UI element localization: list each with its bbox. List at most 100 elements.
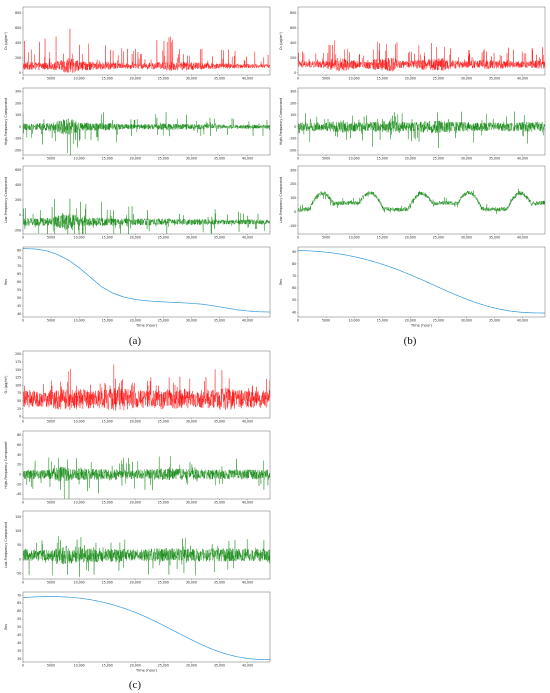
x-tick-label: 40,000 xyxy=(242,157,253,161)
x-tick-label: 15,000 xyxy=(377,157,388,161)
x-tick-label: 35,000 xyxy=(214,664,225,668)
panel-a-high: -200 -100 0 100 200 300 0 5000 10,000 15,000 20,00… xyxy=(4,87,271,161)
y-tick-label: 0 xyxy=(294,210,296,214)
y-tick-label: 80 xyxy=(292,262,296,266)
x-tick-label: 5000 xyxy=(47,77,55,81)
y-tick-label: 400 xyxy=(15,41,21,45)
y-tick-label: 200 xyxy=(290,101,296,105)
panel-b-raw: 0 200 400 600 800 0 5000 10,000 15,000 20,000 25,0… xyxy=(279,6,546,81)
y-tick-label: -100 xyxy=(289,224,296,228)
y-tick-label: 45 xyxy=(17,633,21,637)
y-tick-label: 200 xyxy=(15,101,21,105)
x-tick-label: 40,000 xyxy=(242,77,253,81)
x-tick-label: 35,000 xyxy=(214,501,225,505)
y-tick-label: 45 xyxy=(17,304,21,308)
x-tick-label: 0 xyxy=(22,420,24,424)
y-tick-label: 30 xyxy=(17,657,21,661)
y-tick-label: 200 xyxy=(15,56,21,60)
x-tick-label: 25,000 xyxy=(158,664,169,668)
x-tick-label: 35,000 xyxy=(214,581,225,585)
y-tick-label: 200 xyxy=(290,182,296,186)
y-tick-label: 55 xyxy=(17,288,21,292)
x-tick-label: 35,000 xyxy=(214,77,225,81)
y-axis-label: High-Frequency Component xyxy=(4,441,8,489)
y-tick-label: 600 xyxy=(15,168,21,172)
y-tick-label: 0 xyxy=(19,557,21,561)
y-axis-label: O₃ (μg/m³) xyxy=(4,31,8,50)
x-tick-label: 10,000 xyxy=(74,157,85,161)
y-tick-label: 90 xyxy=(292,250,296,254)
x-tick-label: 15,000 xyxy=(377,77,388,81)
y-tick-label: 100 xyxy=(15,529,21,533)
x-tick-label: 10,000 xyxy=(74,420,85,424)
y-tick-label: 75 xyxy=(17,256,21,260)
x-tick-label: 30,000 xyxy=(186,157,197,161)
x-tick-label: 40,000 xyxy=(242,664,253,668)
y-tick-label: -50 xyxy=(16,571,21,575)
y-tick-label: 200 xyxy=(290,56,296,60)
panel-frame xyxy=(22,350,271,419)
x-tick-label: 5000 xyxy=(47,319,55,323)
caption-b: (b) xyxy=(403,335,417,347)
y-tick-label: 60 xyxy=(17,443,21,447)
panel-frame xyxy=(22,87,271,156)
x-tick-label: 35,000 xyxy=(489,319,500,323)
y-tick-label: 50 xyxy=(292,298,296,302)
x-tick-label: 30,000 xyxy=(461,157,472,161)
x-tick-label: 40,000 xyxy=(517,77,528,81)
x-tick-label: 15,000 xyxy=(102,581,113,585)
x-tick-label: 15,000 xyxy=(102,157,113,161)
x-tick-label: 15,000 xyxy=(102,319,113,323)
y-axis-label: O₃ (μg/m³) xyxy=(4,375,8,394)
x-tick-label: 25,000 xyxy=(158,420,169,424)
y-tick-label: 0 xyxy=(19,125,21,129)
x-tick-label: 10,000 xyxy=(74,77,85,81)
panel-b-low: -100 0 100 200 300 0 5000 10,000 15,000 20,000 25,… xyxy=(279,165,546,240)
x-tick-label: 5000 xyxy=(47,420,55,424)
x-tick-label: 15,000 xyxy=(377,236,388,240)
panel-b-res: 40 50 60 70 80 90 0 5000 10,000 15,000 20,000 25,00… xyxy=(279,246,546,328)
x-tick-label: 5000 xyxy=(47,581,55,585)
x-tick-label: 10,000 xyxy=(349,319,360,323)
x-tick-label: 20,000 xyxy=(405,236,416,240)
y-tick-label: 0 xyxy=(19,213,21,217)
y-tick-label: 80 xyxy=(17,433,21,437)
x-tick-label: 0 xyxy=(297,77,299,81)
y-tick-label: 40 xyxy=(292,310,296,314)
x-tick-label: 30,000 xyxy=(186,501,197,505)
panel-frame xyxy=(22,430,271,500)
caption-a: (a) xyxy=(128,335,142,347)
x-axis-label: Time (hour) xyxy=(410,324,433,328)
panel-frame xyxy=(22,510,271,580)
series-line-raw xyxy=(298,40,545,72)
x-tick-label: 40,000 xyxy=(242,236,253,240)
y-tick-label: 65 xyxy=(17,272,21,276)
y-tick-label: 60 xyxy=(17,280,21,284)
x-tick-label: 30,000 xyxy=(461,319,472,323)
y-axis-label: Res xyxy=(4,624,8,630)
x-tick-label: 15,000 xyxy=(102,420,113,424)
y-axis-label: Low-Frequency Component xyxy=(4,176,8,223)
series-line-low xyxy=(298,188,545,215)
x-tick-label: 10,000 xyxy=(74,236,85,240)
x-tick-label: 40,000 xyxy=(517,236,528,240)
y-tick-label: -200 xyxy=(289,148,296,152)
x-axis-label: Time (hour) xyxy=(135,669,158,673)
y-tick-label: 70 xyxy=(292,274,296,278)
panel-a-res: 40 45 50 55 60 65 70 75 80 0 5000 10,000 15,000 20,00… xyxy=(4,246,271,328)
x-tick-label: 35,000 xyxy=(489,236,500,240)
series-line-low xyxy=(23,198,270,234)
x-tick-label: 30,000 xyxy=(186,581,197,585)
y-tick-label: 200 xyxy=(15,352,21,356)
y-tick-label: 600 xyxy=(15,26,21,30)
x-tick-label: 5000 xyxy=(322,157,330,161)
x-tick-label: 0 xyxy=(297,157,299,161)
x-tick-label: 5000 xyxy=(47,236,55,240)
y-tick-label: 200 xyxy=(15,198,21,202)
y-tick-label: 35 xyxy=(17,649,21,653)
y-tick-label: 800 xyxy=(290,11,296,15)
x-tick-label: 25,000 xyxy=(158,319,169,323)
y-tick-label: 70 xyxy=(17,593,21,597)
